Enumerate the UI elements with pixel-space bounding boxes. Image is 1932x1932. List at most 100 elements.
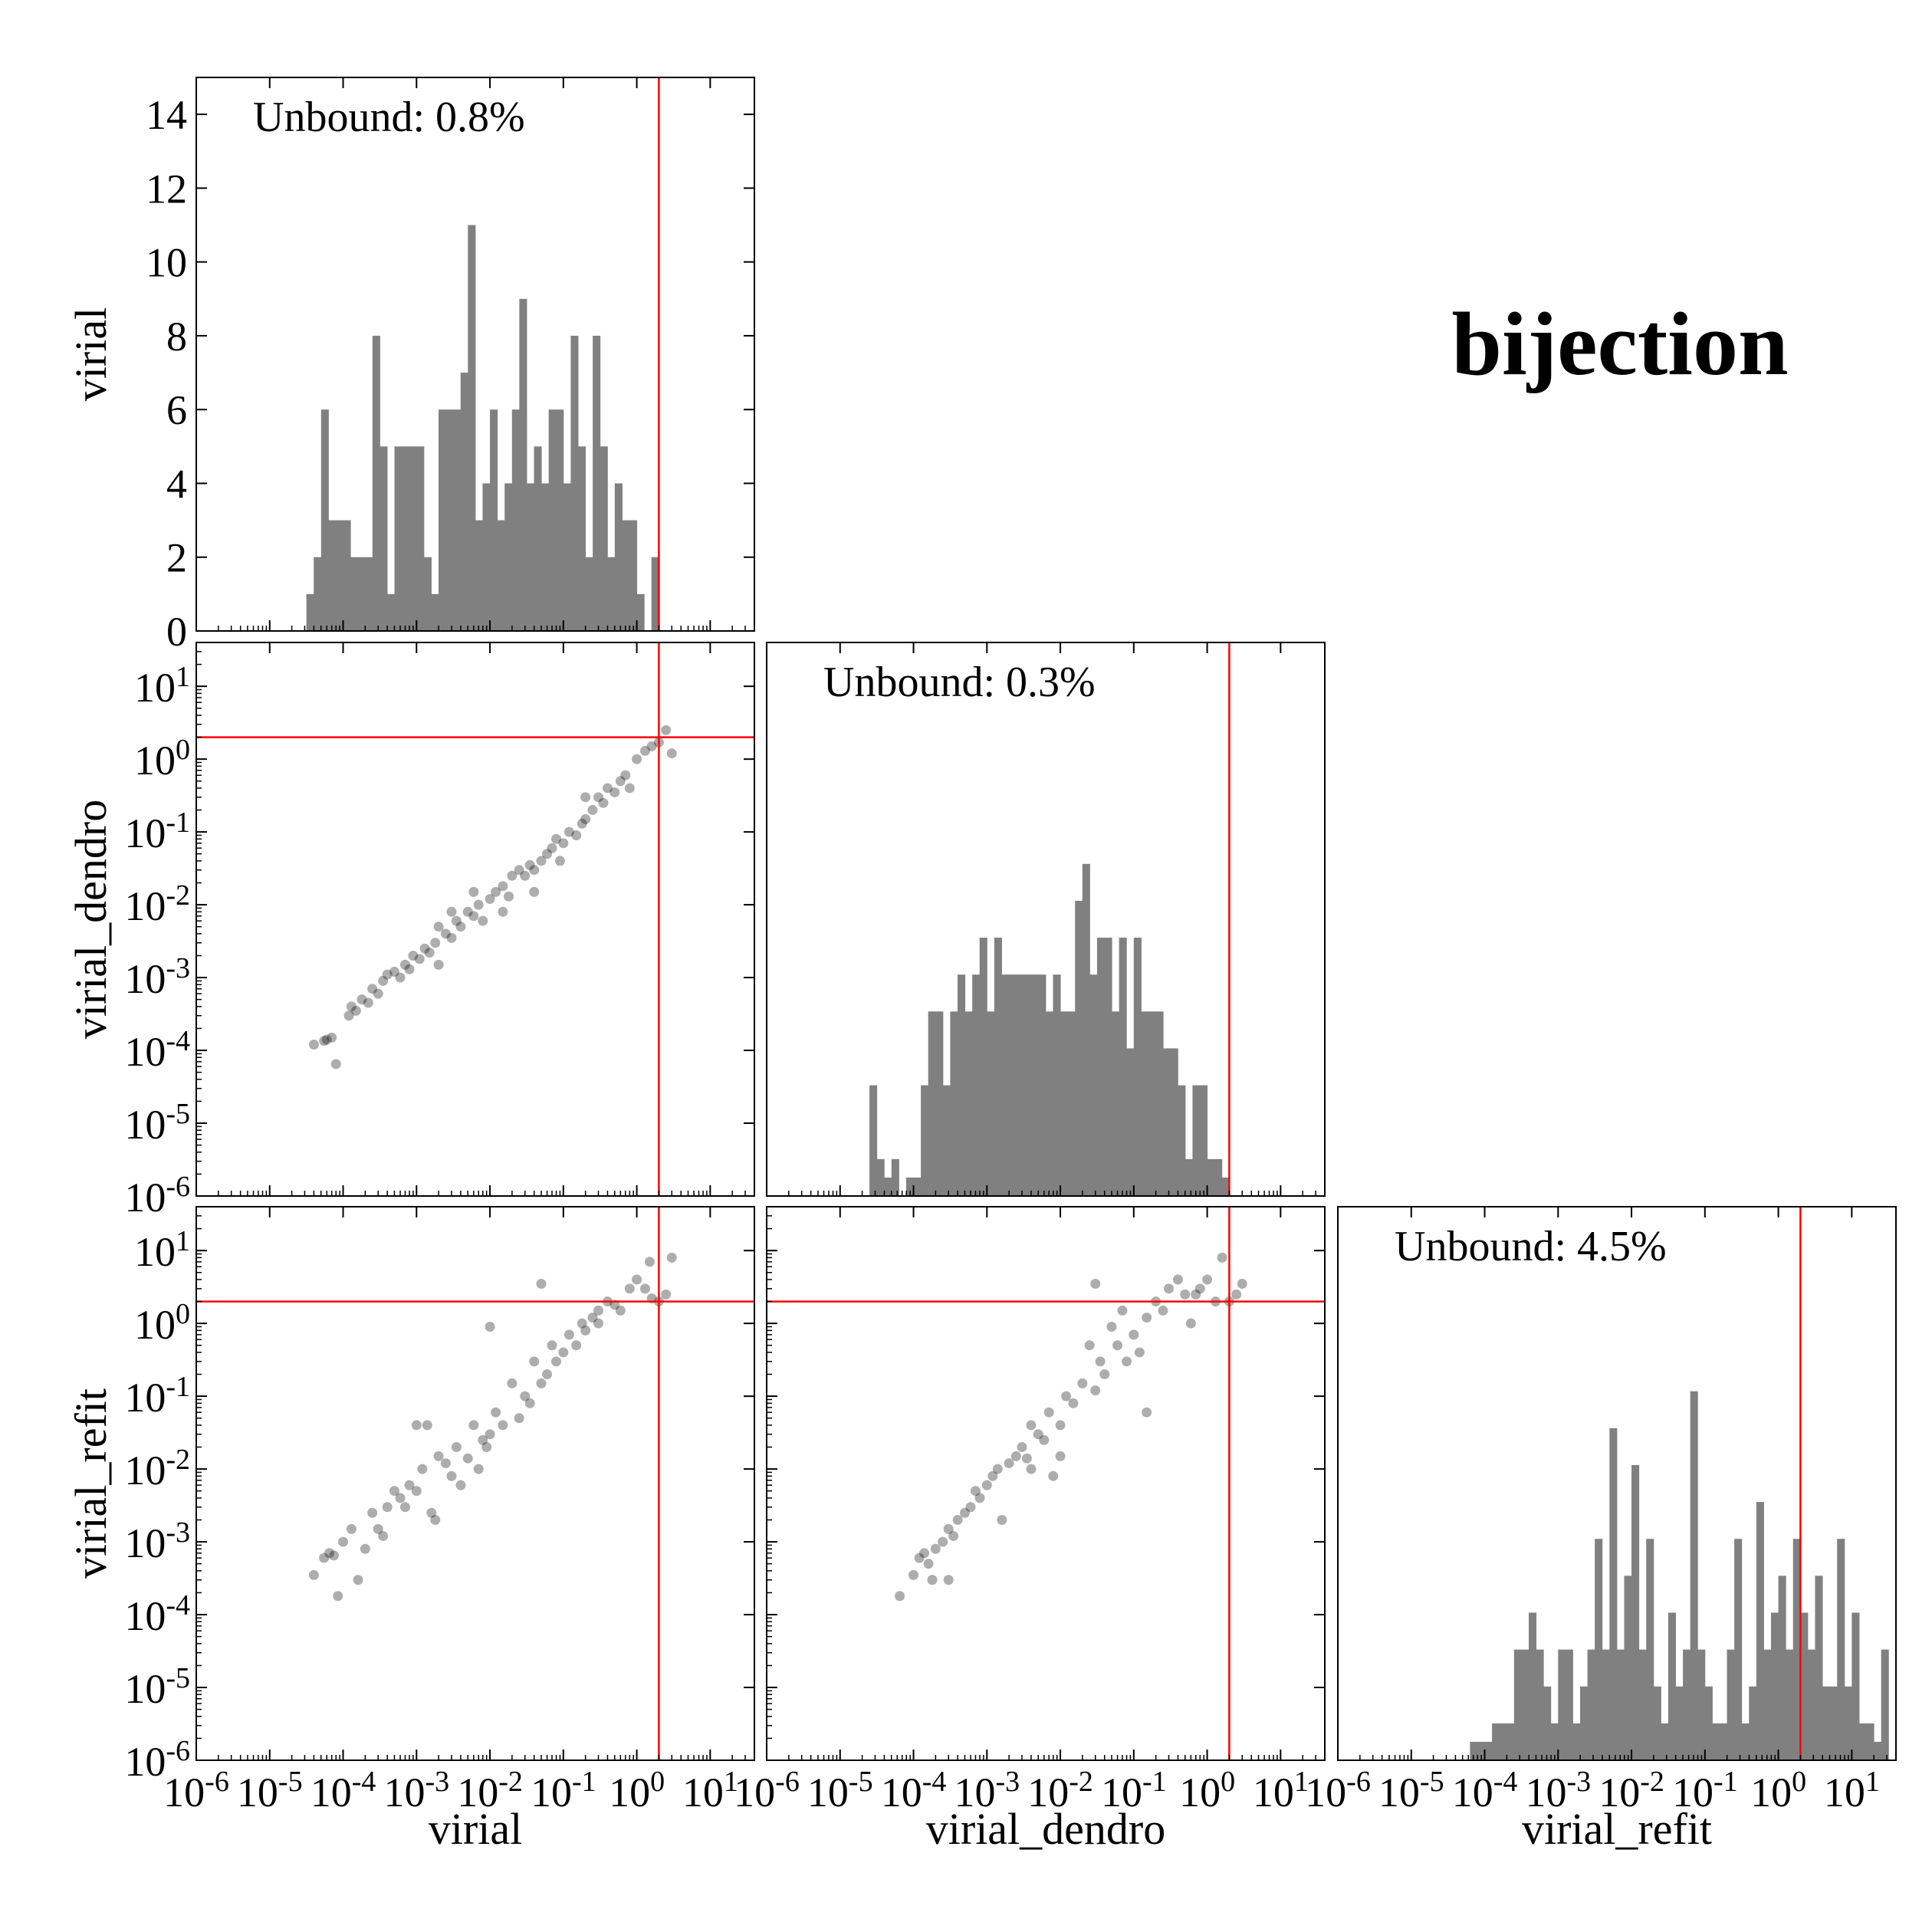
scatter-virial-dendro-vs-virial-point: [343, 1010, 354, 1021]
hist-virial-refit-bar: [1470, 1741, 1478, 1760]
scatter-virial-refit-vs-virial-dendro-point: [1122, 1356, 1132, 1367]
hist-virial-refit-bar: [1800, 1612, 1809, 1760]
scatter-virial-refit-vs-virial-dendro-point: [997, 1514, 1007, 1525]
hist-virial-refit-bar: [1565, 1649, 1573, 1760]
scatter-virial-refit-vs-virial-point: [536, 1278, 547, 1289]
hist-virial-ytick-label: 8: [166, 314, 187, 360]
hist-virial-dendro-bar: [1214, 1158, 1223, 1196]
scatter-virial-refit-vs-virial-dendro-point: [1129, 1329, 1139, 1340]
hist-virial-dendro-bar: [1053, 974, 1061, 1196]
scatter-virial-refit-vs-virial-point: [481, 1442, 492, 1453]
hist-virial-bar: [386, 593, 396, 631]
hist-virial-refit-bar: [1749, 1686, 1757, 1760]
hist-virial-dendro-bar: [1207, 1158, 1215, 1196]
hist-virial-dendro-bar: [1024, 974, 1032, 1196]
scatter-virial-dendro-vs-virial-point: [373, 988, 383, 999]
scatter-virial-dendro-vs-virial-point: [346, 1001, 356, 1012]
hist-virial-dendro-bar: [950, 1011, 958, 1196]
scatter-virial-refit-vs-virial-dendro-point: [1099, 1369, 1110, 1380]
scatter-virial-refit-vs-virial-dendro-point: [1017, 1442, 1027, 1453]
hist-virial-dendro-bar: [1045, 1011, 1053, 1196]
scatter-virial-refit-vs-virial-dendro-xtick-label: 10-4: [881, 1766, 947, 1815]
hist-virial-refit-bar: [1837, 1539, 1845, 1760]
scatter-virial-dendro-vs-virial-point: [446, 932, 457, 943]
scatter-virial-refit-vs-virial-dendro-point: [992, 1464, 1003, 1474]
scatter-virial-refit-vs-virial-point: [644, 1257, 655, 1267]
hist-virial-refit-bar: [1543, 1686, 1552, 1760]
scatter-virial-refit-vs-virial-point: [547, 1340, 557, 1351]
scatter-virial-refit-vs-virial-dendro-point: [927, 1575, 938, 1585]
hist-virial-refit-bar: [1638, 1649, 1647, 1760]
scatter-virial-refit-vs-virial-point: [593, 1305, 604, 1316]
scatter-virial-refit-vs-virial-dendro-point: [1112, 1340, 1123, 1351]
scatter-virial-refit-vs-virial-point: [399, 1502, 410, 1513]
scatter-virial-dendro-vs-virial-point: [524, 859, 535, 870]
scatter-virial-dendro-vs-virial-ytick-label: 10-6: [124, 1171, 190, 1221]
hist-virial-bar: [372, 335, 380, 631]
scatter-virial-refit-vs-virial-dendro-xtick-label: 101: [1253, 1766, 1309, 1815]
hist-virial-panel: 0 2 4 6 8 10 12 14 Unbound: 0.8%: [146, 77, 755, 655]
scatter-virial-refit-vs-virial-point: [473, 1464, 484, 1474]
scatter-virial-dendro-vs-virial-point: [580, 813, 591, 824]
scatter-virial-refit-vs-virial-dendro-point: [1090, 1278, 1101, 1289]
scatter-virial-dendro-vs-virial-point: [485, 894, 495, 905]
hist-virial-refit-bar: [1822, 1686, 1831, 1760]
scatter-virial-refit-vs-virial-dendro-point: [943, 1523, 954, 1534]
scatter-virial-dendro-vs-virial-point: [646, 741, 657, 751]
scatter-virial-refit-vs-virial-xtick-label: 10-5: [237, 1766, 303, 1815]
scatter-virial-refit-vs-virial-dendro-point: [1237, 1278, 1247, 1289]
scatter-virial-refit-vs-virial-point: [485, 1322, 495, 1332]
scatter-virial-dendro-vs-virial-point: [430, 938, 441, 948]
y-axis-label: virial: [66, 307, 116, 401]
hist-virial-dendro-bar: [1133, 938, 1142, 1196]
hist-virial-bar: [416, 446, 425, 631]
hist-virial-dendro-bar: [972, 974, 981, 1196]
scatter-virial-dendro-vs-virial-point: [503, 891, 514, 902]
scatter-virial-refit-vs-virial-ytick-label: 100: [134, 1298, 190, 1348]
scatter-virial-refit-vs-virial-dendro-point: [1185, 1318, 1196, 1329]
scatter-virial-refit-vs-virial-ytick-label: 101: [134, 1225, 190, 1275]
hist-virial-dendro-bar: [935, 1011, 944, 1196]
scatter-virial-refit-vs-virial-dendro-point: [1172, 1274, 1183, 1285]
hist-virial-refit-bar: [1528, 1612, 1537, 1760]
hist-virial-bar: [328, 520, 337, 631]
scatter-virial-dendro-vs-virial-point: [321, 1034, 332, 1045]
hist-virial-ytick-label: 4: [166, 461, 187, 507]
scatter-virial-refit-vs-virial-dendro-point: [1055, 1451, 1066, 1461]
scatter-virial-refit-vs-virial-point: [666, 1252, 677, 1263]
scatter-virial-dendro-vs-virial-point: [473, 899, 484, 910]
scatter-virial-refit-vs-virial-xtick-label: 10-2: [457, 1766, 523, 1815]
scatter-virial-refit-vs-virial-point: [333, 1591, 343, 1602]
hist-virial-dendro-bar: [957, 974, 966, 1196]
scatter-virial-dendro-vs-virial-point: [414, 954, 425, 964]
hist-virial-refit-bar: [1595, 1539, 1603, 1760]
scatter-virial-dendro-vs-virial-ytick-label: 10-1: [124, 807, 190, 856]
hist-virial-dendro-bar: [1016, 974, 1024, 1196]
scatter-virial-dendro-vs-virial-ytick-label: 10-2: [124, 879, 190, 929]
scatter-virial-refit-vs-virial-point: [329, 1550, 340, 1561]
scatter-virial-refit-vs-virial-point: [308, 1569, 319, 1580]
hist-virial-dendro-frame: [766, 642, 1326, 1197]
scatter-virial-refit-vs-virial-dendro-xtick-label: 10-5: [807, 1766, 873, 1815]
hist-virial-refit-bar: [1763, 1649, 1772, 1760]
scatter-virial-dendro-vs-virial-point: [593, 792, 604, 803]
hist-virial-dendro-annotation: Unbound: 0.3%: [823, 659, 1096, 706]
hist-virial-bar: [460, 373, 468, 631]
scatter-virial-dendro-vs-virial-point: [598, 797, 609, 808]
scatter-virial-dendro-vs-virial-point: [602, 783, 613, 794]
scatter-virial-dendro-vs-virial-point: [367, 984, 378, 994]
hist-virial-refit-bar: [1675, 1686, 1684, 1760]
scatter-virial-dendro-vs-virial-point: [350, 1005, 361, 1016]
scatter-virial-refit-vs-virial-point: [319, 1552, 330, 1563]
hist-virial-dendro-bar: [1001, 974, 1010, 1196]
hist-virial-refit-xtick-label: 10-6: [1305, 1766, 1371, 1815]
scatter-virial-refit-vs-virial-dendro-point: [1180, 1289, 1191, 1300]
hist-virial-refit-bar: [1572, 1723, 1581, 1760]
scatter-virial-refit-vs-virial-ytick-label: 10-3: [124, 1516, 190, 1566]
scatter-virial-refit-vs-virial-dendro-xtick-label: 10-2: [1027, 1766, 1093, 1815]
scatter-virial-dendro-vs-virial-frame: [196, 642, 755, 1197]
scatter-virial-refit-vs-virial-dendro-point: [1194, 1283, 1205, 1294]
hist-virial-dendro-bar: [1163, 1048, 1171, 1196]
x-axis-label: virial: [429, 1804, 522, 1854]
